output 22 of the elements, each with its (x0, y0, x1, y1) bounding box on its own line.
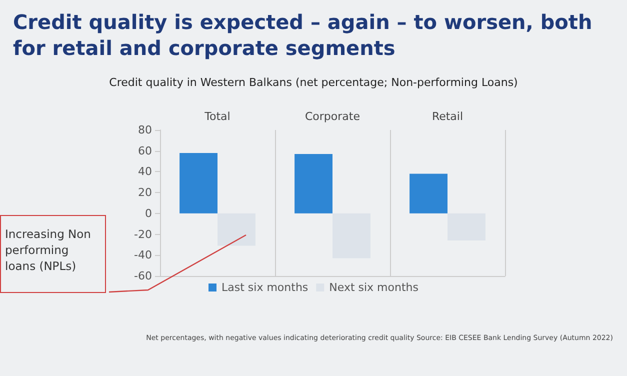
y-tick-label: 40 (138, 165, 152, 178)
bar (294, 154, 332, 214)
legend-label: Last six months (222, 281, 308, 294)
bar (410, 174, 448, 214)
y-tick-label: 60 (138, 144, 152, 158)
x-tick-label: Corporate (305, 110, 360, 123)
bar (218, 213, 256, 246)
chart-subtitle: Credit quality in Western Balkans (net percentage; Non-performing Loans) (109, 76, 518, 89)
bar (448, 213, 486, 241)
legend-label: Next six months (329, 281, 419, 294)
bar (180, 152, 218, 214)
y-tick-label: 20 (138, 186, 152, 200)
y-tick-label: -60 (134, 270, 152, 282)
bar (332, 213, 370, 258)
text: Increasing Non performing loans (NPLs) (0, 215, 106, 293)
y-tick-label: 0 (145, 206, 152, 220)
x-tick-label: Retail (432, 110, 464, 123)
x-tick-label: Total (204, 110, 230, 123)
chart-title: Credit quality is expected – again – to worsen, both for retail and corporate segments (13, 10, 600, 60)
y-tick-label: 80 (138, 124, 152, 136)
y-tick-label: -40 (134, 248, 152, 262)
y-tick-label: -20 (134, 228, 152, 241)
